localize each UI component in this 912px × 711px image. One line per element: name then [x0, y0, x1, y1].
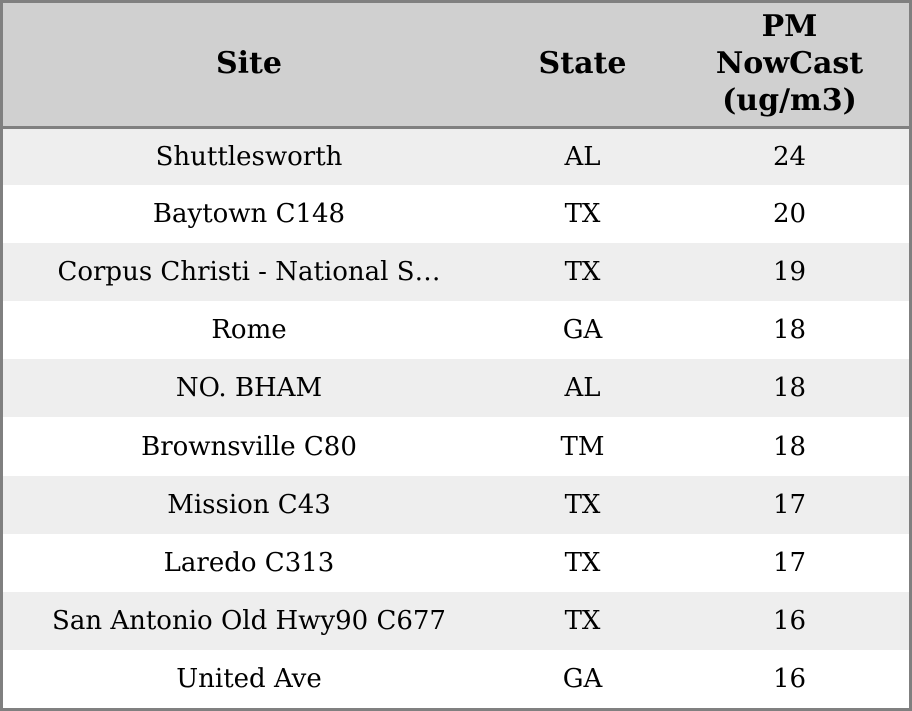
site-cell: Brownsville C80	[141, 431, 357, 462]
data-table: Site State PM NowCast (ug/m3) Shuttleswo…	[3, 3, 909, 708]
state-cell: GA	[562, 663, 603, 694]
column-header-pm-nowcast: PM NowCast (ug/m3)	[670, 3, 909, 129]
state-cell: TX	[564, 199, 601, 230]
state-cell: AL	[564, 373, 601, 404]
pm-nowcast-cell: 24	[772, 141, 807, 172]
pm-nowcast-cell: 20	[772, 199, 807, 230]
pm-nowcast-cell: 16	[772, 663, 807, 694]
table-body: Shuttlesworth AL 24 Baytown C148 TX 20 C…	[3, 127, 909, 708]
pm-nowcast-cell: 19	[772, 257, 807, 288]
pm-nowcast-cell: 18	[772, 315, 807, 346]
site-cell: NO. BHAM	[175, 373, 323, 404]
table-row: Rome GA 18	[3, 301, 909, 360]
state-cell: TX	[564, 257, 601, 288]
pm-nowcast-cell: 17	[772, 489, 807, 520]
pm-nowcast-cell: 18	[772, 373, 807, 404]
header-row: Site State PM NowCast (ug/m3)	[3, 3, 909, 129]
site-cell: Baytown C148	[152, 199, 346, 230]
state-cell: TX	[564, 489, 601, 520]
site-cell: Mission C43	[167, 489, 331, 520]
state-cell: TM	[560, 431, 605, 462]
site-cell: Shuttlesworth	[155, 141, 343, 172]
table-row: Laredo C313 TX 17	[3, 533, 909, 592]
column-header-pm-nowcast-label: PM NowCast (ug/m3)	[715, 9, 864, 118]
table-row: Baytown C148 TX 20	[3, 185, 909, 244]
site-cell: Laredo C313	[163, 547, 335, 578]
site-cell: Rome	[211, 315, 287, 346]
table-row: Mission C43 TX 17	[3, 475, 909, 534]
table-row: United Ave GA 16	[3, 649, 909, 708]
pm-nowcast-cell: 18	[772, 431, 807, 462]
column-header-state: State	[495, 3, 670, 129]
state-cell: GA	[562, 315, 603, 346]
table-header: Site State PM NowCast (ug/m3)	[3, 3, 909, 129]
pm-nowcast-cell: 16	[772, 605, 807, 636]
table-row: San Antonio Old Hwy90 C677 TX 16	[3, 591, 909, 650]
pm-nowcast-cell: 17	[772, 547, 807, 578]
column-header-site: Site	[3, 3, 495, 129]
table-row: Brownsville C80 TM 18	[3, 417, 909, 476]
table-row: Shuttlesworth AL 24	[3, 127, 909, 186]
site-cell: United Ave	[176, 663, 322, 694]
column-header-state-label: State	[538, 45, 627, 81]
site-cell: Corpus Christi - National S…	[57, 257, 441, 288]
column-header-site-label: Site	[215, 45, 282, 81]
table-row: Corpus Christi - National S… TX 19	[3, 243, 909, 302]
state-cell: TX	[564, 605, 601, 636]
state-cell: TX	[564, 547, 601, 578]
state-cell: AL	[564, 141, 601, 172]
table-row: NO. BHAM AL 18	[3, 359, 909, 418]
site-cell: San Antonio Old Hwy90 C677	[52, 605, 446, 636]
